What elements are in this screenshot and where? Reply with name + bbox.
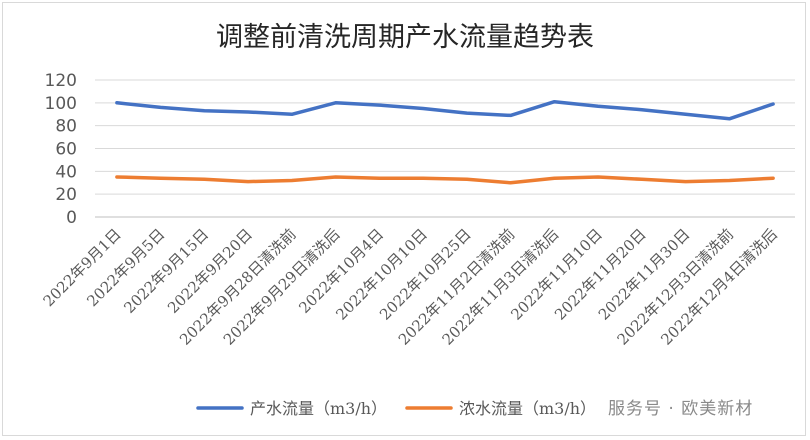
chart-frame bbox=[2, 2, 806, 436]
y-tick-label: 40 bbox=[55, 162, 77, 182]
watermark: 服务号 · 欧美新材 bbox=[608, 399, 754, 419]
y-tick-label: 20 bbox=[55, 185, 77, 205]
grid-lines bbox=[95, 79, 795, 218]
y-tick-label: 120 bbox=[45, 71, 77, 91]
y-tick-label: 100 bbox=[45, 94, 77, 114]
series-line-1 bbox=[115, 99, 775, 121]
y-tick-label: 80 bbox=[55, 117, 77, 137]
series-lines bbox=[115, 99, 775, 185]
legend: 产水流量（m3/h） 浓水流量（m3/h） bbox=[196, 399, 596, 418]
legend-label: 浓水流量（m3/h） bbox=[459, 399, 596, 418]
x-axis-ticks: 2022年9月1日2022年9月5日2022年9月15日2022年9月20日20… bbox=[40, 225, 781, 349]
y-tick-label: 0 bbox=[66, 208, 77, 228]
chart-title: 调整前清洗周期产水流量趋势表 bbox=[216, 22, 594, 53]
y-tick-label: 60 bbox=[55, 140, 77, 160]
legend-label: 产水流量（m3/h） bbox=[250, 399, 387, 418]
series-line-2 bbox=[115, 175, 775, 185]
